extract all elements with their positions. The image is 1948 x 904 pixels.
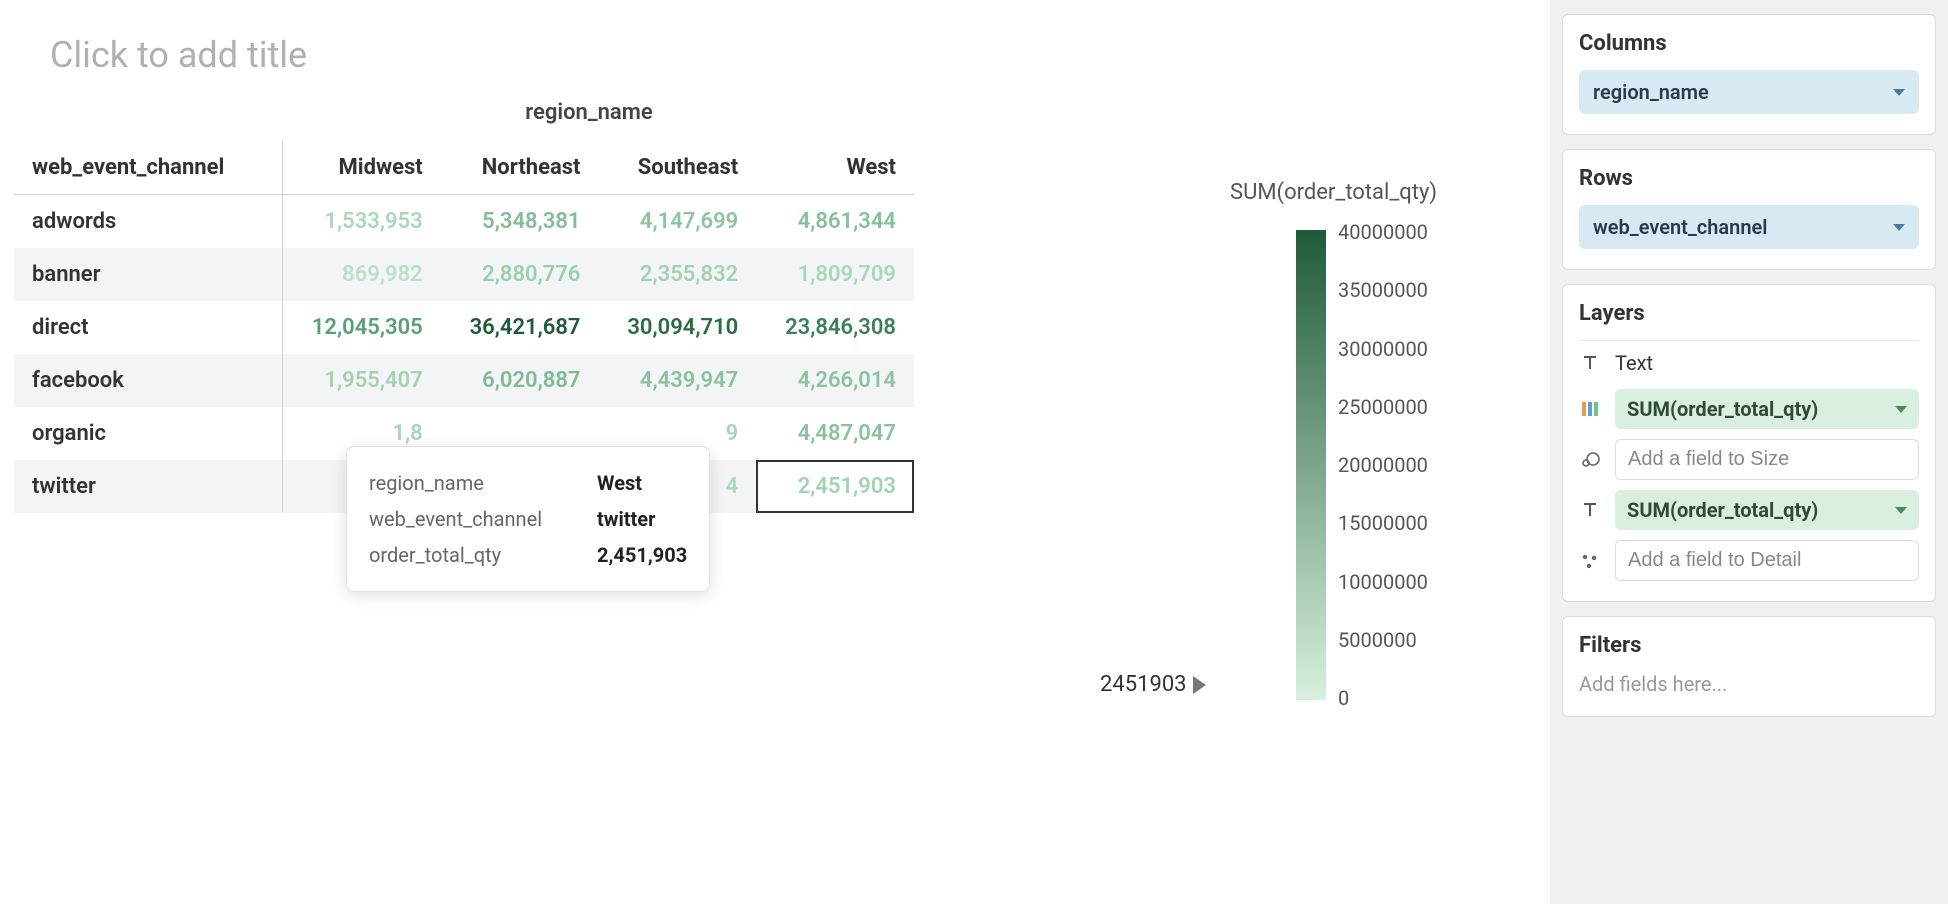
pivot-cell[interactable]: 2,880,776: [441, 248, 599, 301]
table-row: direct12,045,30536,421,68730,094,71023,8…: [14, 301, 914, 354]
legend-title: SUM(order_total_qty): [1230, 180, 1437, 205]
pivot-cell[interactable]: 30,094,710: [598, 301, 756, 354]
table-row: facebook1,955,4076,020,8874,439,9474,266…: [14, 354, 914, 407]
text-slot: SUM(order_total_qty): [1579, 490, 1919, 530]
row-header[interactable]: organic: [14, 407, 282, 460]
columns-panel: Columns region_name: [1562, 14, 1936, 135]
cell-tooltip: region_name West web_event_channel twitter o…: [346, 446, 710, 592]
row-header[interactable]: facebook: [14, 354, 282, 407]
chevron-down-icon: [1895, 406, 1907, 413]
tooltip-key: region_name: [369, 471, 579, 495]
tooltip-key: web_event_channel: [369, 507, 579, 531]
tooltip-value: West: [597, 471, 642, 495]
columns-pill-label: region_name: [1593, 80, 1709, 104]
pivot-cell[interactable]: 4,439,947: [598, 354, 756, 407]
legend-gradient[interactable]: [1296, 230, 1326, 700]
table-row: adwords1,533,9535,348,3814,147,6994,861,…: [14, 195, 914, 249]
chevron-down-icon: [1895, 507, 1907, 514]
legend-tick: 0: [1338, 686, 1428, 710]
tooltip-row: region_name West: [369, 465, 687, 501]
size-slot: [1579, 439, 1919, 480]
row-header[interactable]: adwords: [14, 195, 282, 249]
legend-tick: 30000000: [1338, 337, 1428, 361]
legend-marker-value: 2451903: [1100, 672, 1187, 697]
color-slot: SUM(order_total_qty): [1579, 389, 1919, 429]
pivot-cell[interactable]: 36,421,687: [441, 301, 599, 354]
tooltip-row: web_event_channel twitter: [369, 501, 687, 537]
pivot-cell[interactable]: 5,348,381: [441, 195, 599, 249]
legend-tick: 20000000: [1338, 453, 1428, 477]
text-type-icon: [1579, 352, 1601, 374]
pivot-cell[interactable]: 4,861,344: [756, 195, 914, 249]
size-slot-icon: [1579, 449, 1601, 471]
detail-slot-icon: [1579, 550, 1601, 572]
pivot-cell[interactable]: 869,982: [282, 248, 440, 301]
color-slot-label: SUM(order_total_qty): [1627, 397, 1818, 421]
legend-tick: 5000000: [1338, 628, 1428, 652]
columns-panel-title: Columns: [1579, 31, 1919, 56]
legend-marker-arrow-icon: [1193, 676, 1206, 694]
legend-tick: 25000000: [1338, 395, 1428, 419]
chart-title-placeholder[interactable]: Click to add title: [50, 34, 307, 76]
pivot-cell[interactable]: 2,355,832: [598, 248, 756, 301]
pivot-cell[interactable]: 4,266,014: [756, 354, 914, 407]
color-slot-pill[interactable]: SUM(order_total_qty): [1615, 389, 1919, 429]
row-header[interactable]: banner: [14, 248, 282, 301]
filters-empty-text: Add fields here...: [1579, 672, 1919, 696]
rows-pill-label: web_event_channel: [1593, 215, 1767, 239]
column-header[interactable]: Southeast: [598, 141, 756, 195]
tooltip-key: order_total_qty: [369, 543, 579, 567]
filters-panel[interactable]: Filters Add fields here...: [1562, 616, 1936, 717]
legend-marker: 2451903: [1100, 672, 1206, 697]
rows-pill[interactable]: web_event_channel: [1579, 205, 1919, 249]
columns-pill[interactable]: region_name: [1579, 70, 1919, 114]
pivot-cell[interactable]: 1,955,407: [282, 354, 440, 407]
tooltip-row: order_total_qty 2,451,903: [369, 537, 687, 573]
pivot-cell[interactable]: 6,020,887: [441, 354, 599, 407]
tooltip-value: 2,451,903: [597, 543, 687, 567]
chevron-down-icon: [1893, 224, 1905, 231]
pivot-cell[interactable]: 4,147,699: [598, 195, 756, 249]
pivot-cell[interactable]: 1,533,953: [282, 195, 440, 249]
pivot-cell[interactable]: 1,809,709: [756, 248, 914, 301]
filters-panel-title: Filters: [1579, 633, 1919, 658]
detail-slot-input[interactable]: [1615, 540, 1919, 581]
text-slot-pill[interactable]: SUM(order_total_qty): [1615, 490, 1919, 530]
tooltip-value: twitter: [597, 507, 655, 531]
column-header[interactable]: Northeast: [441, 141, 599, 195]
color-slot-icon: [1579, 398, 1601, 420]
row-header[interactable]: direct: [14, 301, 282, 354]
pivot-cell[interactable]: 2,451,903: [756, 460, 914, 513]
text-slot-label: SUM(order_total_qty): [1627, 498, 1818, 522]
legend-ticks: 40000000 35000000 30000000 25000000 20000000…: [1338, 220, 1428, 710]
layers-panel: Layers Text SUM(order_total_qty): [1562, 284, 1936, 602]
table-row: banner869,9822,880,7762,355,8321,809,709: [14, 248, 914, 301]
layers-panel-title: Layers: [1579, 301, 1919, 326]
rows-panel: Rows web_event_channel: [1562, 149, 1936, 270]
size-slot-input[interactable]: [1615, 439, 1919, 480]
column-field-label: region_name: [264, 100, 914, 141]
chevron-down-icon: [1893, 89, 1905, 96]
column-header[interactable]: Midwest: [282, 141, 440, 195]
layer-type-label: Text: [1615, 351, 1653, 375]
pivot-cell[interactable]: 12,045,305: [282, 301, 440, 354]
pivot-cell[interactable]: 4,487,047: [756, 407, 914, 460]
column-header[interactable]: West: [756, 141, 914, 195]
rows-panel-title: Rows: [1579, 166, 1919, 191]
text-slot-icon: [1579, 499, 1601, 521]
pivot-cell[interactable]: 23,846,308: [756, 301, 914, 354]
row-field-label: web_event_channel: [14, 141, 282, 195]
legend-tick: 40000000: [1338, 220, 1428, 244]
config-sidebar: Columns region_name Rows web_event_chann…: [1550, 0, 1948, 904]
legend-tick: 10000000: [1338, 570, 1428, 594]
layer-type-selector[interactable]: Text: [1579, 340, 1919, 389]
legend-tick: 15000000: [1338, 511, 1428, 535]
legend-tick: 35000000: [1338, 278, 1428, 302]
detail-slot: [1579, 540, 1919, 581]
row-header[interactable]: twitter: [14, 460, 282, 513]
